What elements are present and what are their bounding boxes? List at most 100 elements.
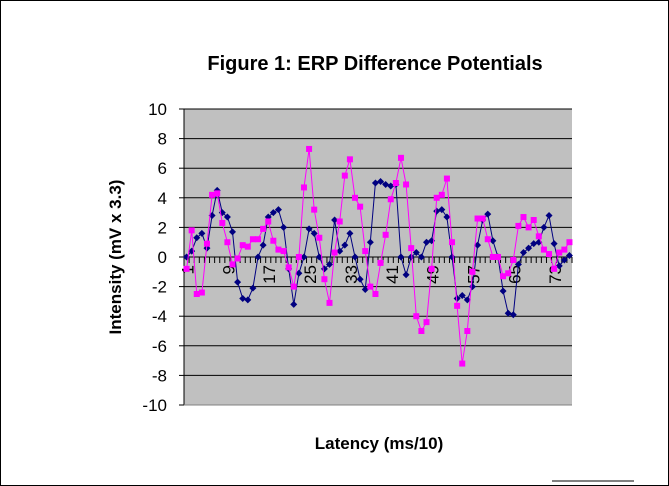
- data-point: [285, 264, 292, 271]
- data-point: [458, 291, 466, 299]
- data-point: [209, 191, 216, 198]
- data-point: [280, 223, 288, 231]
- data-point: [367, 283, 374, 290]
- data-point: [234, 255, 241, 262]
- data-point: [530, 217, 537, 223]
- data-point: [300, 184, 307, 191]
- data-point: [377, 259, 384, 266]
- data-point: [193, 234, 201, 242]
- data-point: [305, 225, 313, 233]
- data-point: [326, 299, 333, 306]
- data-point: [357, 203, 364, 210]
- data-point: [566, 239, 573, 246]
- y-tick-label: -4: [152, 307, 167, 326]
- data-point: [269, 209, 277, 217]
- data-point: [295, 269, 303, 277]
- data-point: [290, 300, 298, 308]
- data-point: [443, 175, 450, 182]
- data-point: [433, 207, 441, 215]
- data-point: [474, 241, 482, 249]
- data-point: [464, 328, 471, 334]
- y-tick-label: 4: [158, 189, 167, 208]
- data-point: [530, 240, 538, 248]
- x-tick-label: 33: [342, 265, 361, 284]
- data-point: [454, 302, 461, 309]
- data-point: [336, 247, 344, 255]
- data-point: [300, 253, 308, 261]
- data-point: [407, 253, 415, 261]
- data-point: [525, 224, 532, 231]
- data-point: [223, 213, 231, 221]
- data-point: [341, 172, 348, 179]
- y-axis-label: Intensity (mV x 3.3): [106, 180, 125, 335]
- data-point: [346, 156, 353, 163]
- data-point: [417, 253, 425, 261]
- x-tick-label: 17: [260, 265, 279, 284]
- data-point: [408, 245, 415, 252]
- data-point: [525, 244, 533, 252]
- data-point: [331, 216, 339, 224]
- data-point: [428, 265, 435, 272]
- data-point: [560, 256, 568, 264]
- y-tick-label: -6: [152, 337, 167, 356]
- data-point: [249, 284, 257, 292]
- data-point: [520, 249, 527, 257]
- data-point: [361, 286, 369, 294]
- data-point: [336, 218, 343, 225]
- data-point: [402, 271, 410, 279]
- data-point: [489, 237, 497, 245]
- data-point: [382, 180, 390, 188]
- data-point: [397, 154, 404, 161]
- data-point: [449, 239, 456, 246]
- data-point: [362, 248, 369, 255]
- data-point: [244, 296, 252, 304]
- x-axis-label: Latency (ms/10): [315, 434, 444, 453]
- data-point: [229, 228, 236, 236]
- y-tick-label: 8: [158, 130, 167, 149]
- x-tick-label: 25: [301, 265, 320, 284]
- data-point: [351, 253, 359, 261]
- y-tick-label: 2: [158, 218, 167, 237]
- data-point: [423, 238, 430, 246]
- data-point: [377, 178, 385, 186]
- data-point: [403, 181, 410, 188]
- data-point: [412, 249, 420, 257]
- data-point: [433, 194, 440, 201]
- data-point: [183, 265, 190, 272]
- data-point: [550, 240, 558, 248]
- data-point: [255, 236, 262, 243]
- data-point: [474, 215, 481, 222]
- series-2: [183, 145, 573, 367]
- data-point: [515, 222, 522, 229]
- x-tick-label: 73: [546, 265, 565, 284]
- y-tick-label: 10: [148, 100, 167, 119]
- data-point: [499, 287, 507, 295]
- data-point: [397, 253, 405, 261]
- data-point: [219, 219, 226, 226]
- data-point: [494, 254, 501, 260]
- data-point: [556, 249, 563, 256]
- data-point: [387, 196, 394, 203]
- data-point: [504, 309, 512, 317]
- data-point: [514, 260, 522, 268]
- data-point: [274, 206, 282, 214]
- data-point: [382, 231, 389, 238]
- data-point: [198, 289, 205, 296]
- y-tick-label: -8: [152, 366, 167, 385]
- data-point: [239, 294, 247, 302]
- data-point: [356, 275, 364, 283]
- data-point: [438, 191, 445, 198]
- data-point: [555, 262, 563, 270]
- data-point: [387, 182, 395, 190]
- data-point: [244, 243, 251, 250]
- data-point: [510, 256, 517, 263]
- data-point: [500, 273, 507, 280]
- data-point: [326, 260, 333, 268]
- data-point: [321, 276, 328, 283]
- data-point: [270, 237, 277, 244]
- data-point: [295, 254, 302, 260]
- data-point: [249, 236, 256, 243]
- data-point: [469, 268, 476, 275]
